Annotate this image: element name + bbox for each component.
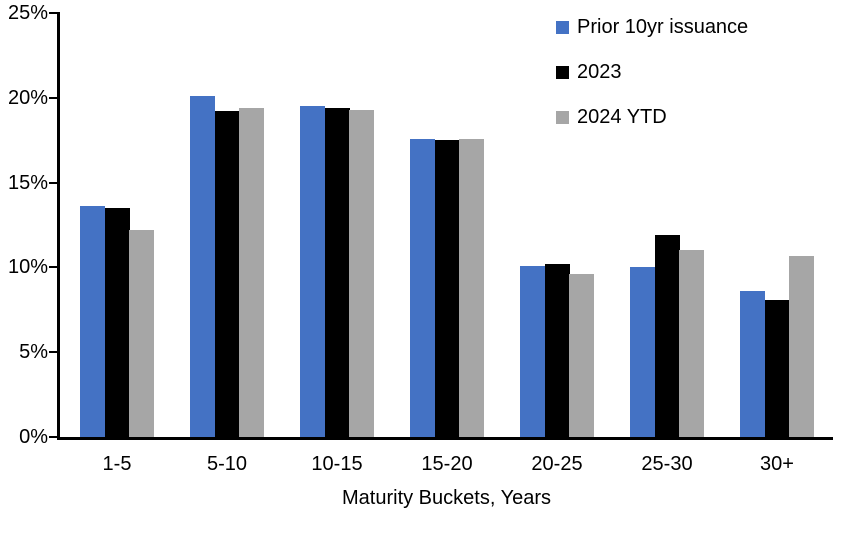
x-axis-label-5-10: 5-10 <box>206 453 248 475</box>
bar-2024-ytd-30+ <box>789 255 815 437</box>
legend-item-2024-ytd: 2024 YTD <box>556 105 667 129</box>
y-axis-label: 20% <box>7 86 48 109</box>
x-axis-label-15-20: 15-20 <box>421 453 473 475</box>
legend-item-prior-10yr-issuance: Prior 10yr issuance <box>556 15 748 39</box>
y-axis-tick <box>49 351 57 354</box>
y-axis-tick <box>49 266 57 269</box>
x-axis-line <box>57 437 833 440</box>
legend-label: 2024 YTD <box>577 106 667 128</box>
y-axis-label: 10% <box>7 256 48 279</box>
legend-swatch-icon <box>556 20 569 34</box>
x-axis-title: Maturity Buckets, Years <box>342 487 551 509</box>
bar-2023-25-30 <box>654 235 680 437</box>
bar-prior-10yr-issuance-30+ <box>740 291 765 437</box>
x-axis-label-30-: 30+ <box>760 453 794 475</box>
bar-prior-10yr-issuance-1-5 <box>80 206 105 437</box>
bar-2024-ytd-25-30 <box>679 250 705 437</box>
bar-2024-ytd-1-5 <box>129 230 155 437</box>
y-axis-label: 5% <box>19 341 48 364</box>
bar-prior-10yr-issuance-10-15 <box>300 106 325 437</box>
bar-prior-10yr-issuance-15-20 <box>410 138 435 437</box>
legend-label: Prior 10yr issuance <box>577 16 749 38</box>
y-axis-tick <box>49 436 57 438</box>
bar-2023-5-10 <box>214 111 240 437</box>
bar-prior-10yr-issuance-5-10 <box>190 96 215 437</box>
legend-swatch-icon <box>556 65 569 79</box>
y-axis-label: 0% <box>19 426 48 448</box>
bar-2024-ytd-20-25 <box>569 274 595 437</box>
bar-2023-1-5 <box>104 208 130 437</box>
bar-prior-10yr-issuance-20-25 <box>520 265 545 437</box>
y-axis-label: 25% <box>7 2 48 24</box>
bar-2023-15-20 <box>434 140 460 437</box>
bar-2024-ytd-5-10 <box>239 107 265 437</box>
y-axis-tick <box>49 181 57 184</box>
y-axis-label: 15% <box>7 171 48 194</box>
x-axis-label-10-15: 10-15 <box>311 453 363 475</box>
bar-2023-10-15 <box>324 107 350 437</box>
x-axis-label-25-30: 25-30 <box>641 453 693 475</box>
bar-2024-ytd-15-20 <box>459 138 485 437</box>
y-axis-tick <box>49 12 57 14</box>
x-axis-label-1-5: 1-5 <box>102 453 132 475</box>
legend-label: 2023 <box>577 61 622 83</box>
y-axis-tick <box>49 96 57 99</box>
legend-swatch-icon <box>556 110 569 124</box>
y-axis-line <box>57 12 60 440</box>
bar-2023-20-25 <box>544 264 570 437</box>
legend-item-2023: 2023 <box>556 60 622 84</box>
bar-prior-10yr-issuance-25-30 <box>630 267 655 437</box>
x-axis-label-20-25: 20-25 <box>531 453 583 475</box>
bar-2023-30+ <box>764 299 790 437</box>
bar-2024-ytd-10-15 <box>349 109 375 437</box>
